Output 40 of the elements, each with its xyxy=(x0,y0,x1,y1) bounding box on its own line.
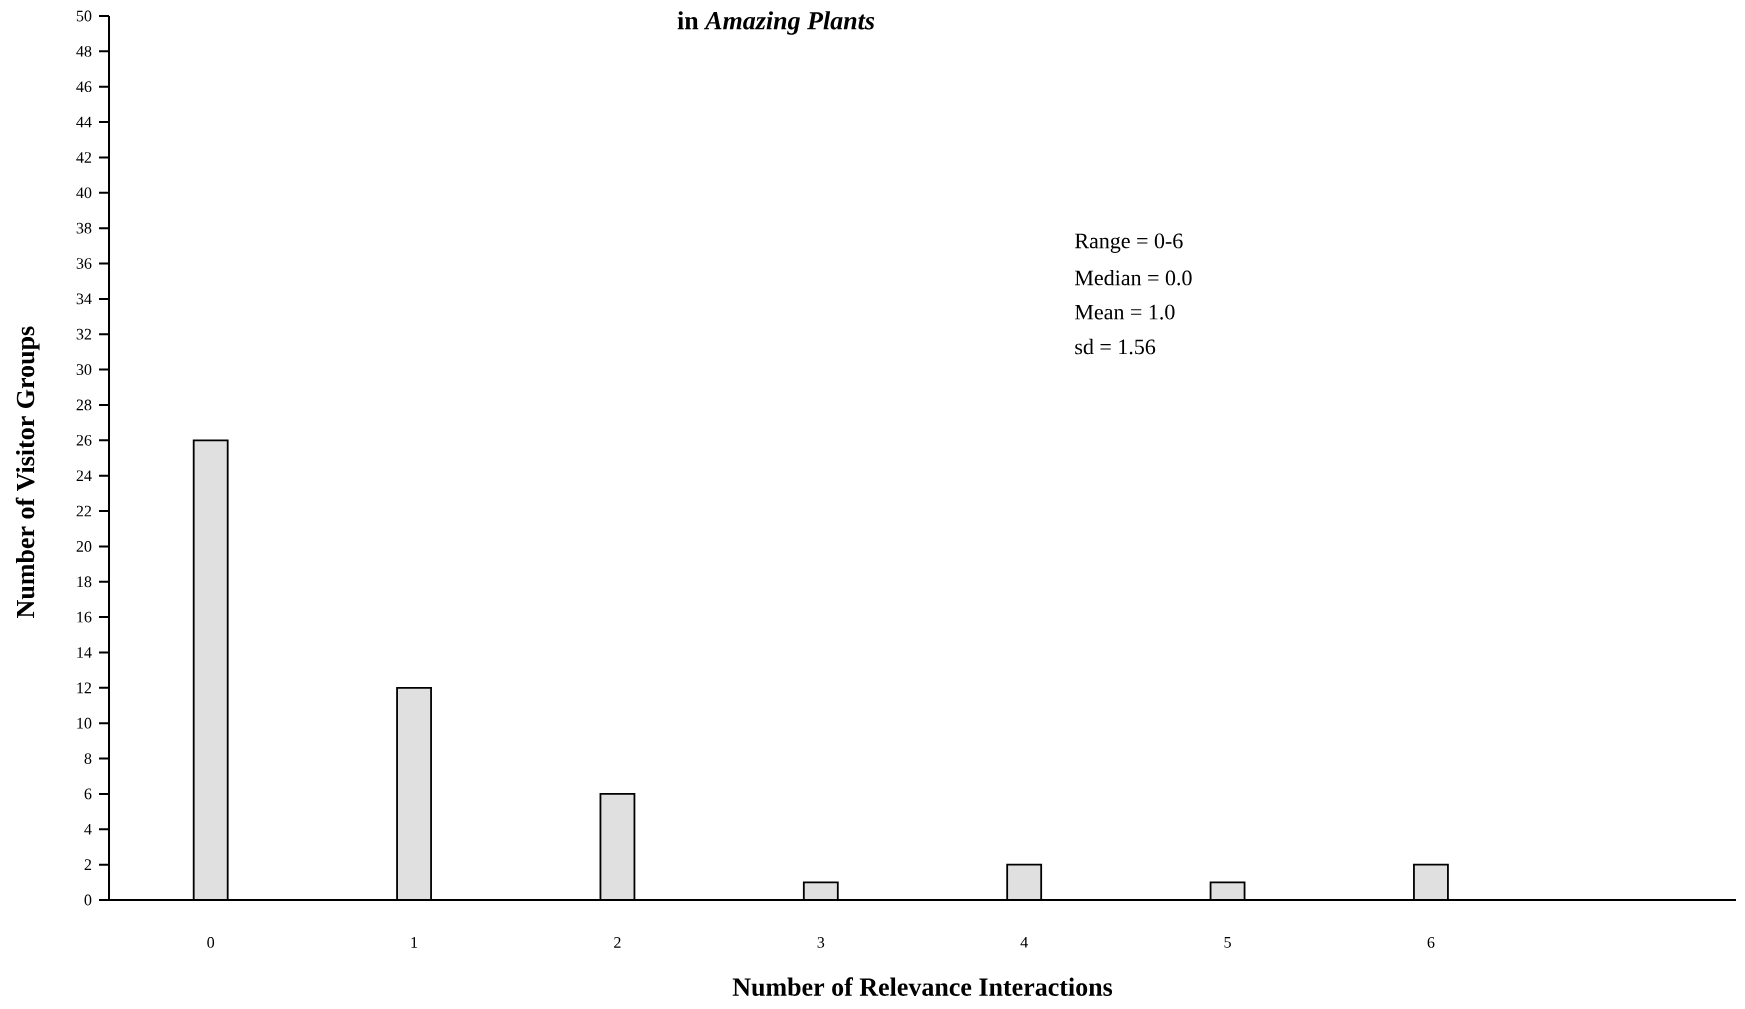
x-tick-label: 5 xyxy=(1224,937,1231,948)
y-tick-label: 36 xyxy=(76,258,92,269)
y-tick-label: 42 xyxy=(76,152,92,163)
y-tick-label: 6 xyxy=(84,788,92,800)
y-tick-label: 10 xyxy=(77,717,92,729)
annotation: Median = 0.0 xyxy=(1075,269,1192,286)
x-tick-label: 3 xyxy=(817,937,825,948)
x-tick-label: 1 xyxy=(411,937,418,948)
y-tick-label: 48 xyxy=(76,45,92,57)
y-tick-label: 44 xyxy=(76,116,92,128)
annotation: sd = 1.56 xyxy=(1075,338,1156,355)
y-tick-label: 46 xyxy=(76,81,92,93)
x-tick-label: 0 xyxy=(207,937,215,948)
y-tick-label: 32 xyxy=(76,328,92,340)
y-tick-label: 4 xyxy=(84,824,92,835)
y-tick-label: 14 xyxy=(77,647,92,658)
x-tick-label: 6 xyxy=(1427,937,1435,948)
y-tick-label: 26 xyxy=(76,434,92,446)
annotation: Mean = 1.0 xyxy=(1075,304,1175,320)
chart-title: in Amazing Plants xyxy=(677,11,875,35)
y-tick-label: 12 xyxy=(77,682,92,694)
y-tick-label: 30 xyxy=(76,364,92,375)
y-tick-label: 18 xyxy=(77,576,92,588)
y-tick-label: 0 xyxy=(84,894,92,906)
x-axis-title: Number of Relevance Interactions xyxy=(732,977,1113,996)
y-tick-label: 24 xyxy=(76,470,92,481)
y-tick-label: 16 xyxy=(77,611,92,623)
y-tick-label: 34 xyxy=(76,293,92,305)
x-tick-label: 2 xyxy=(614,937,621,948)
y-tick-label: 22 xyxy=(76,505,92,517)
y-tick-label: 20 xyxy=(76,541,92,552)
y-tick-label: 8 xyxy=(84,753,92,764)
y-tick-label: 28 xyxy=(76,399,92,411)
y-tick-label: 2 xyxy=(84,859,92,870)
y-tick-label: 40 xyxy=(76,187,92,199)
y-tick-label: 38 xyxy=(76,222,92,234)
annotation: Range = 0-6 xyxy=(1075,233,1183,253)
y-tick-label: 50 xyxy=(76,10,92,22)
y-axis-title: Number of Visitor Groups xyxy=(15,326,40,618)
x-tick-label: 4 xyxy=(1020,937,1028,948)
